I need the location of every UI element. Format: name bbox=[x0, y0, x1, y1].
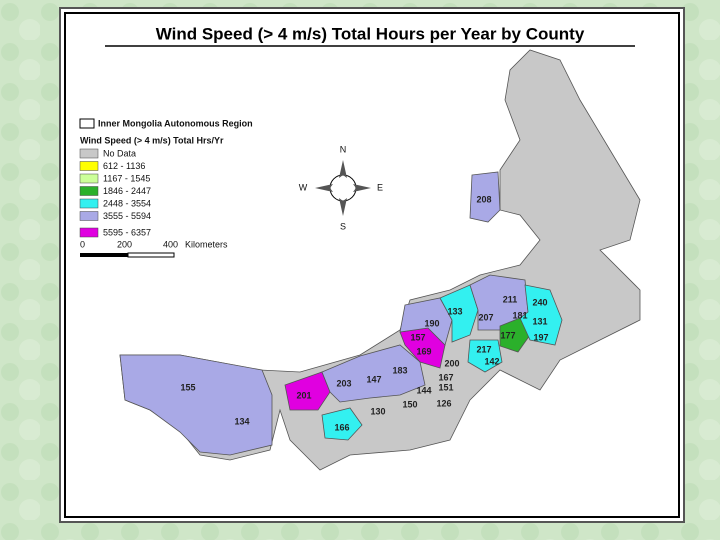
legend-label: 1167 - 1545 bbox=[103, 173, 150, 183]
region-label: 197 bbox=[533, 332, 548, 342]
region-label: 144 bbox=[416, 385, 431, 395]
region-label: 208 bbox=[476, 194, 491, 204]
compass: N S E W bbox=[299, 144, 383, 231]
region-label: 169 bbox=[416, 346, 431, 356]
legend-label: 5595 - 6357 bbox=[103, 227, 151, 237]
region-label: 131 bbox=[532, 316, 547, 326]
compass-e: E bbox=[377, 182, 383, 192]
region bbox=[469, 171, 501, 223]
legend-swatch bbox=[79, 198, 99, 209]
region-label: 126 bbox=[436, 398, 451, 408]
region bbox=[519, 284, 563, 346]
legend-items: No Data 612 - 1136 1167 - 1545 1846 - 2447 2… bbox=[79, 148, 151, 238]
region bbox=[321, 407, 363, 441]
region-label: 200 bbox=[444, 358, 459, 368]
region-labels: 208 211 240 133 207 181 131 190 177 197 157 169 217 2… bbox=[180, 194, 548, 432]
region-label: 211 bbox=[503, 294, 518, 304]
region bbox=[284, 371, 331, 411]
region-label: 155 bbox=[180, 382, 195, 392]
legend-region: Inner Mongolia Autonomous Region bbox=[98, 118, 253, 128]
scale-tick: 400 bbox=[163, 239, 178, 249]
region-label: 147 bbox=[366, 374, 381, 384]
region-label: 130 bbox=[370, 406, 385, 416]
region-label: 181 bbox=[512, 310, 527, 320]
region bbox=[467, 339, 503, 373]
region-label: 167 bbox=[438, 372, 453, 382]
legend-swatch bbox=[79, 173, 99, 184]
region-label: 217 bbox=[476, 344, 491, 354]
map bbox=[119, 49, 641, 471]
region bbox=[499, 317, 531, 353]
region-label: 151 bbox=[438, 382, 453, 392]
legend-swatch bbox=[79, 161, 99, 171]
legend-label: 1846 - 2447 bbox=[103, 186, 151, 196]
region-label: 240 bbox=[532, 297, 547, 307]
region bbox=[321, 344, 426, 403]
legend-label: 2448 - 3554 bbox=[103, 198, 151, 208]
title: Wind Speed (> 4 m/s) Total Hours per Yea… bbox=[156, 24, 585, 43]
scale-unit: Kilometers bbox=[185, 239, 228, 249]
region-label: 150 bbox=[402, 399, 417, 409]
legend-label: 3555 - 5594 bbox=[103, 211, 151, 221]
region-label: 134 bbox=[234, 416, 249, 426]
region-label: 177 bbox=[500, 330, 515, 340]
legend-label: No Data bbox=[103, 148, 136, 158]
compass-s: S bbox=[340, 221, 346, 231]
legend-swatch bbox=[79, 148, 99, 159]
region-label: 207 bbox=[478, 312, 493, 322]
region-label: 203 bbox=[336, 378, 351, 388]
compass-n: N bbox=[340, 144, 347, 154]
region-label: 157 bbox=[410, 332, 425, 342]
region-label: 190 bbox=[424, 318, 439, 328]
province bbox=[119, 49, 641, 471]
scale-tick: 200 bbox=[117, 239, 132, 249]
legend-label: 612 - 1136 bbox=[103, 161, 145, 171]
legend-swatch bbox=[79, 227, 99, 238]
region-label: 201 bbox=[296, 390, 311, 400]
legend-heading: Wind Speed (> 4 m/s) Total Hrs/Yr bbox=[80, 135, 224, 145]
scale-tick: 0 bbox=[80, 239, 85, 249]
region bbox=[119, 354, 273, 456]
region-label: 166 bbox=[334, 422, 349, 432]
legend-swatch bbox=[79, 211, 99, 221]
compass-w: W bbox=[299, 182, 308, 192]
legend-swatch bbox=[79, 186, 99, 196]
legend-swatch bbox=[79, 118, 95, 129]
region-label: 183 bbox=[392, 365, 407, 375]
scale-bar: 0 200 400 Kilometers bbox=[80, 239, 228, 258]
region-label: 142 bbox=[484, 356, 499, 366]
region-label: 133 bbox=[447, 306, 462, 316]
